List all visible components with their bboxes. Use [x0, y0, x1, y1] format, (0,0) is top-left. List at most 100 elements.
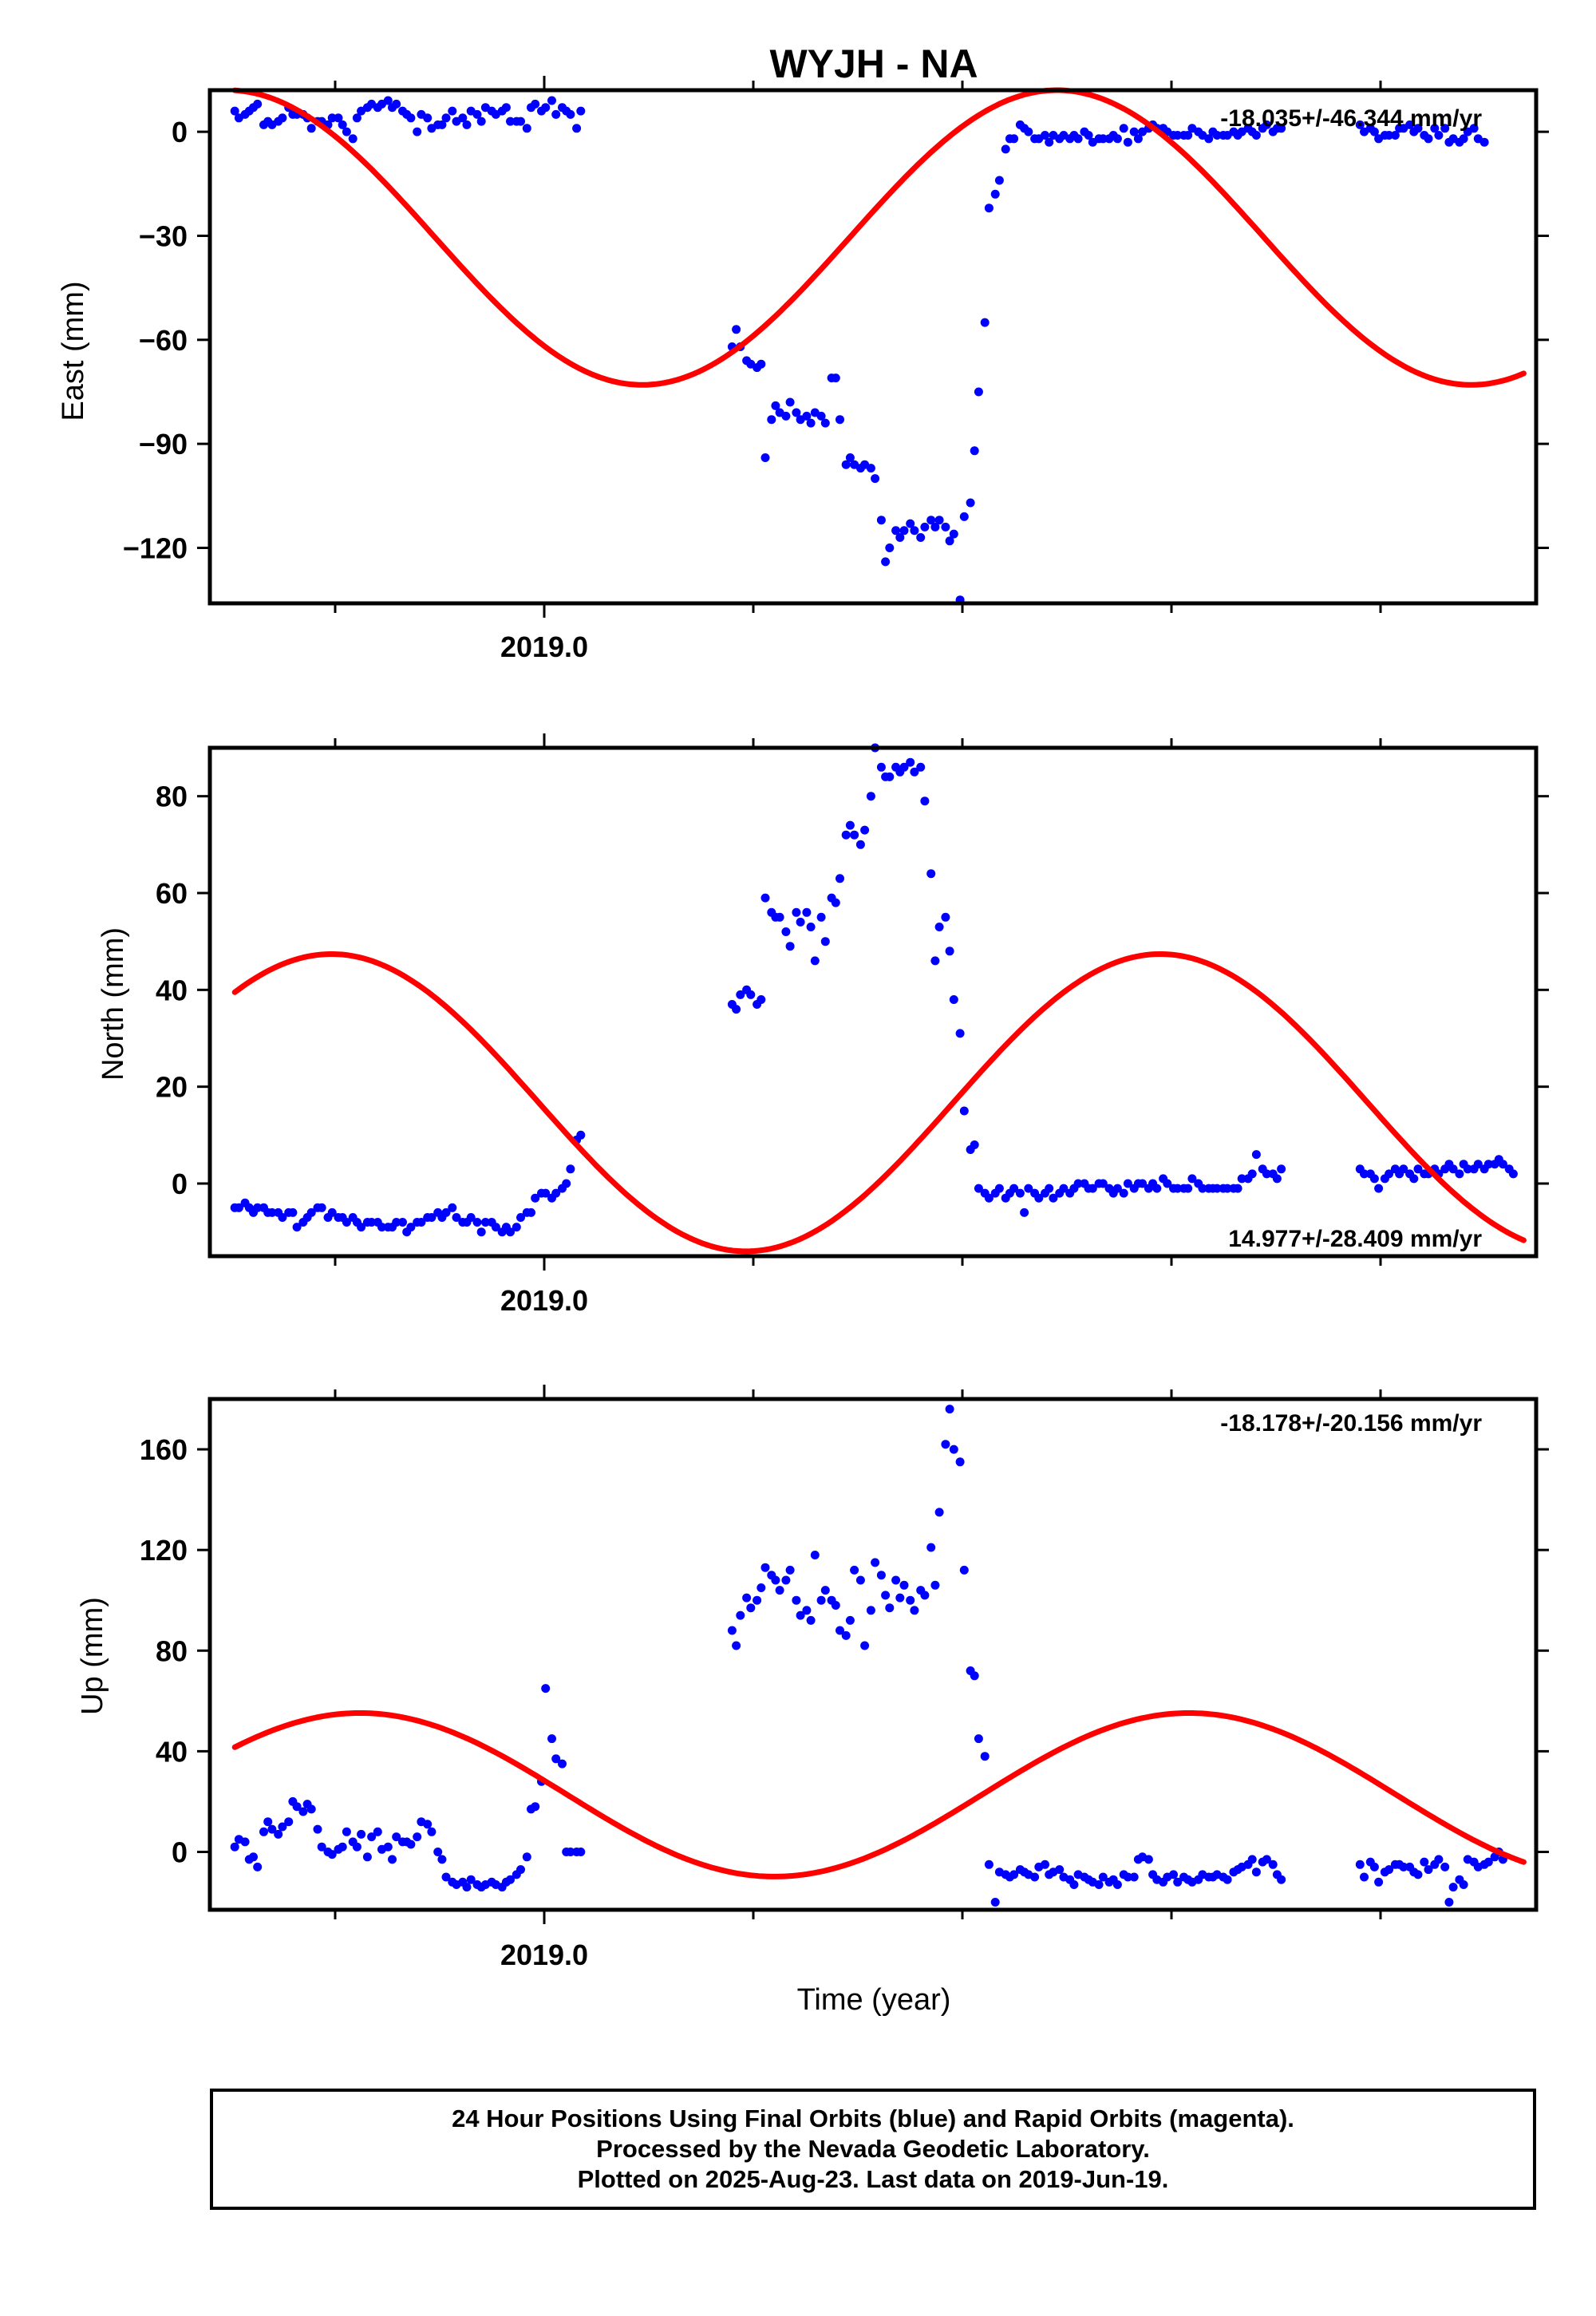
- up-ytick-label: 40: [156, 1735, 188, 1768]
- north-data-point: [1413, 1164, 1423, 1174]
- east-data-point: [1073, 134, 1083, 144]
- east-data-point: [1459, 134, 1468, 144]
- east-data-point: [994, 176, 1004, 185]
- north-data-point: [531, 1193, 540, 1203]
- up-data-point: [836, 1626, 844, 1635]
- up-data-point: [736, 1611, 745, 1620]
- north-data-point: [906, 757, 915, 767]
- east-data-point: [820, 418, 830, 428]
- north-data-point: [392, 1218, 401, 1227]
- up-data-point: [910, 1606, 919, 1615]
- north-data-point: [267, 1207, 277, 1217]
- east-data-point: [516, 117, 525, 126]
- up-data-point: [367, 1832, 377, 1842]
- east-xticks: [334, 76, 1382, 618]
- east-data-point: [732, 325, 741, 334]
- north-data-point: [506, 1227, 515, 1237]
- east-data-point: [906, 519, 915, 528]
- east-data-point: [1430, 124, 1440, 133]
- east-data-point: [458, 113, 468, 123]
- up-yticks: 0 40 80 120 160: [140, 1433, 1549, 1868]
- east-data-point: [306, 124, 316, 133]
- up-data-point: [427, 1827, 437, 1836]
- up-data-point: [1055, 1865, 1065, 1875]
- figure-title: WYJH - NA: [769, 41, 978, 86]
- north-data-point: [1374, 1184, 1384, 1193]
- east-data-point: [448, 106, 457, 116]
- north-ytick-label: 0: [172, 1168, 188, 1200]
- north-data-point: [926, 869, 936, 879]
- up-data-point: [516, 1865, 525, 1875]
- up-data-point: [850, 1565, 859, 1575]
- north-data-point: [994, 1184, 1004, 1193]
- east-data-point: [926, 516, 936, 525]
- north-data-point: [1152, 1184, 1162, 1193]
- north-data-point: [876, 762, 886, 772]
- up-data-point: [531, 1802, 540, 1812]
- north-data-point: [984, 1193, 994, 1203]
- east-data-point: [437, 120, 447, 129]
- north-data-point: [1138, 1179, 1148, 1188]
- north-data-point: [562, 1179, 571, 1188]
- north-data-point: [1015, 1188, 1025, 1198]
- north-data-point: [1009, 1184, 1019, 1193]
- up-data-point: [1169, 1870, 1178, 1879]
- east-data-point: [383, 96, 393, 105]
- up-ylabel: Up (mm): [76, 1597, 109, 1715]
- east-data-point: [920, 522, 930, 532]
- up-data-point: [249, 1852, 258, 1862]
- up-data-point: [881, 1591, 891, 1600]
- east-data-point: [342, 127, 351, 136]
- east-data-point: [891, 526, 901, 536]
- east-panel: East (mm) 0 −30 −60 −90 −120 2019.0 -18.035+…: [57, 76, 1549, 663]
- east-data-point: [230, 106, 239, 116]
- up-data-point: [990, 1898, 1000, 1907]
- north-data-point: [292, 1223, 302, 1232]
- north-data-point: [1272, 1174, 1282, 1184]
- north-data-point: [1183, 1184, 1193, 1193]
- up-data-point: [959, 1565, 969, 1575]
- up-data-point: [1268, 1860, 1278, 1869]
- up-data-point: [1173, 1877, 1183, 1887]
- east-data-point: [531, 99, 540, 109]
- east-data-point: [785, 397, 795, 407]
- caption-box: 24 Hour Positions Using Final Orbits (bl…: [210, 2089, 1536, 2210]
- up-data-point: [1094, 1880, 1104, 1889]
- up-data-point: [1355, 1860, 1365, 1869]
- north-data-point: [970, 1140, 979, 1149]
- north-data-point: [541, 1188, 551, 1198]
- east-data-point: [1434, 131, 1444, 140]
- up-data-point: [796, 1611, 805, 1620]
- up-data-point: [746, 1603, 756, 1613]
- east-data-point: [941, 522, 950, 532]
- up-data-point: [885, 1603, 895, 1613]
- north-data-point: [1173, 1184, 1183, 1193]
- east-data-point: [1355, 120, 1365, 129]
- east-data-point: [1385, 131, 1394, 140]
- east-ytick-label: 0: [172, 116, 188, 148]
- north-data-point: [732, 1005, 741, 1014]
- north-data-point: [317, 1203, 326, 1212]
- up-data-point: [230, 1842, 239, 1852]
- east-xtick-label: 2019.0: [500, 630, 588, 663]
- north-data-point: [527, 1207, 535, 1217]
- north-data-point: [855, 840, 865, 849]
- north-data-point: [831, 898, 840, 907]
- north-data-point: [1198, 1184, 1207, 1193]
- up-data-point: [342, 1827, 351, 1836]
- north-data-point: [406, 1223, 416, 1232]
- north-data-point: [757, 995, 766, 1004]
- east-yticks: 0 −30 −60 −90 −120: [123, 116, 1549, 564]
- north-data-point: [746, 990, 756, 999]
- up-data-point: [466, 1875, 476, 1884]
- up-data-point: [1262, 1855, 1271, 1864]
- north-data-point: [427, 1213, 437, 1222]
- north-data-point: [306, 1207, 316, 1217]
- east-data-point: [930, 522, 940, 532]
- up-plot-frame: [207, 1397, 1539, 1912]
- up-data-point: [1420, 1857, 1429, 1867]
- north-data-point: [930, 956, 940, 966]
- north-data-point: [850, 830, 859, 840]
- up-data-point: [1277, 1875, 1286, 1884]
- north-data-point: [916, 762, 926, 772]
